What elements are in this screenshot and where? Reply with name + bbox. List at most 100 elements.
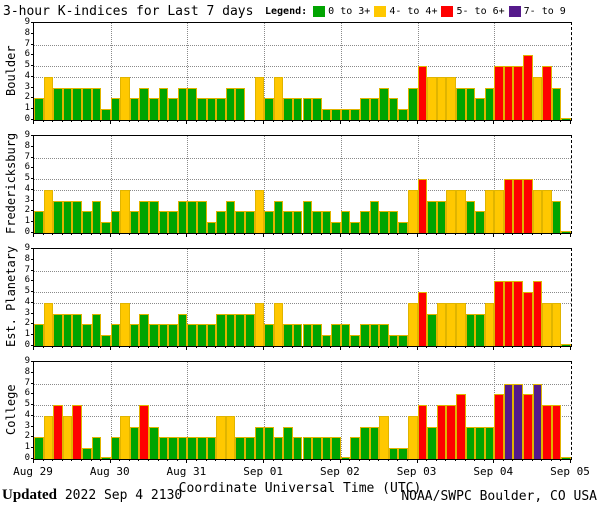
y-axis-label: 1	[24, 216, 30, 227]
x-axis-3h-tick	[100, 120, 102, 122]
x-axis-3h-tick	[282, 233, 284, 235]
y-axis-label: 9	[24, 130, 30, 140]
k-bar	[197, 324, 207, 346]
k-bar	[292, 211, 303, 233]
y-axis-tick	[31, 43, 34, 45]
k-bar	[465, 200, 476, 233]
x-axis-3h-tick	[243, 120, 245, 122]
day-label: Sep 03	[396, 465, 437, 478]
k-bar	[53, 405, 63, 459]
k-bar	[91, 313, 102, 346]
k-bar	[532, 189, 543, 233]
k-bar	[197, 200, 207, 233]
k-bar	[427, 200, 437, 233]
x-axis-day-tick	[186, 459, 188, 463]
x-axis-3h-tick	[148, 346, 150, 348]
x-axis-3h-tick	[502, 233, 504, 235]
y-axis-tick	[31, 414, 34, 416]
k-bar	[407, 87, 418, 120]
x-axis-3h-tick	[243, 233, 245, 235]
x-axis-3h-tick	[148, 459, 150, 461]
k-bar	[321, 437, 332, 459]
legend-item-4: 7- to 9	[508, 6, 566, 17]
x-axis-3h-tick	[61, 346, 63, 348]
k-bar	[129, 426, 140, 459]
k-bar	[149, 426, 159, 459]
x-axis-3h-tick	[474, 346, 476, 348]
k-bar	[206, 437, 217, 459]
y-axis-tick	[31, 258, 34, 260]
gridline-day	[340, 136, 342, 233]
x-axis-3h-tick	[406, 346, 408, 348]
k-bar	[321, 109, 332, 120]
x-axis-3h-tick	[483, 459, 485, 461]
k-bar	[120, 302, 130, 346]
x-axis-3h-tick	[378, 459, 380, 461]
k-bar	[331, 324, 341, 346]
x-axis-day-tick	[263, 120, 265, 124]
legend-swatch	[313, 6, 326, 17]
k-bar	[427, 76, 437, 120]
x-axis-3h-tick	[157, 120, 159, 122]
k-bar	[254, 426, 265, 459]
y-axis-label: 5	[24, 173, 30, 184]
x-axis-3h-tick	[272, 346, 274, 348]
gridline-k4	[34, 189, 571, 191]
k-bar	[513, 383, 524, 459]
x-axis-3h-tick	[560, 233, 562, 235]
x-axis-3h-tick	[406, 233, 408, 235]
k-bar	[312, 324, 322, 346]
x-axis-3h-tick	[243, 459, 245, 461]
k-bar	[455, 87, 466, 120]
x-axis-3h-tick	[196, 346, 198, 348]
x-axis-3h-tick	[234, 459, 236, 461]
k-bar	[254, 302, 265, 346]
panel-est-planetary	[33, 248, 572, 347]
x-axis-3h-tick	[176, 459, 178, 461]
k-bar	[446, 76, 456, 120]
y-axis-tick	[31, 323, 34, 325]
x-axis-3h-tick	[474, 233, 476, 235]
y-axis-label: 8	[24, 140, 30, 151]
x-axis-3h-tick	[550, 459, 552, 461]
x-axis-3h-tick	[42, 120, 44, 122]
x-axis-3h-tick	[387, 346, 389, 348]
x-axis-3h-tick	[483, 346, 485, 348]
x-axis-3h-tick	[42, 233, 44, 235]
gridline-k4	[34, 302, 571, 304]
x-axis-3h-tick	[301, 459, 303, 461]
k-bar	[225, 87, 236, 120]
k-bar	[379, 415, 389, 459]
gridline-day	[264, 249, 266, 346]
x-axis-3h-tick	[138, 233, 140, 235]
x-axis-3h-tick	[454, 233, 456, 235]
k-bar	[206, 98, 217, 120]
x-axis-3h-tick	[119, 120, 121, 122]
x-axis-3h-tick	[397, 120, 399, 122]
k-bar	[168, 98, 178, 120]
gridline-day	[494, 136, 496, 233]
legend-item-label: 7- to 9	[523, 6, 566, 17]
x-axis-3h-tick	[253, 459, 255, 461]
k-bar	[523, 292, 533, 346]
gridline-day	[187, 362, 189, 459]
x-axis-3h-tick	[531, 120, 533, 122]
x-axis-3h-tick	[167, 459, 169, 461]
x-axis-3h-tick	[483, 120, 485, 122]
x-axis-3h-tick	[272, 120, 274, 122]
x-axis-day-tick	[416, 120, 418, 124]
x-axis-3h-tick	[52, 346, 54, 348]
y-axis-tick	[31, 345, 34, 346]
x-axis-3h-tick	[464, 459, 466, 461]
k-bar	[101, 109, 111, 120]
y-axis-tick	[31, 221, 34, 223]
x-axis-day-tick	[33, 233, 34, 237]
k-bar	[312, 98, 322, 120]
k-bar	[513, 281, 524, 346]
k-bar	[254, 189, 265, 233]
k-bar	[475, 98, 485, 120]
k-bar	[62, 87, 73, 120]
x-axis-3h-tick	[301, 233, 303, 235]
x-axis-3h-tick	[253, 233, 255, 235]
x-axis-3h-tick	[502, 346, 504, 348]
